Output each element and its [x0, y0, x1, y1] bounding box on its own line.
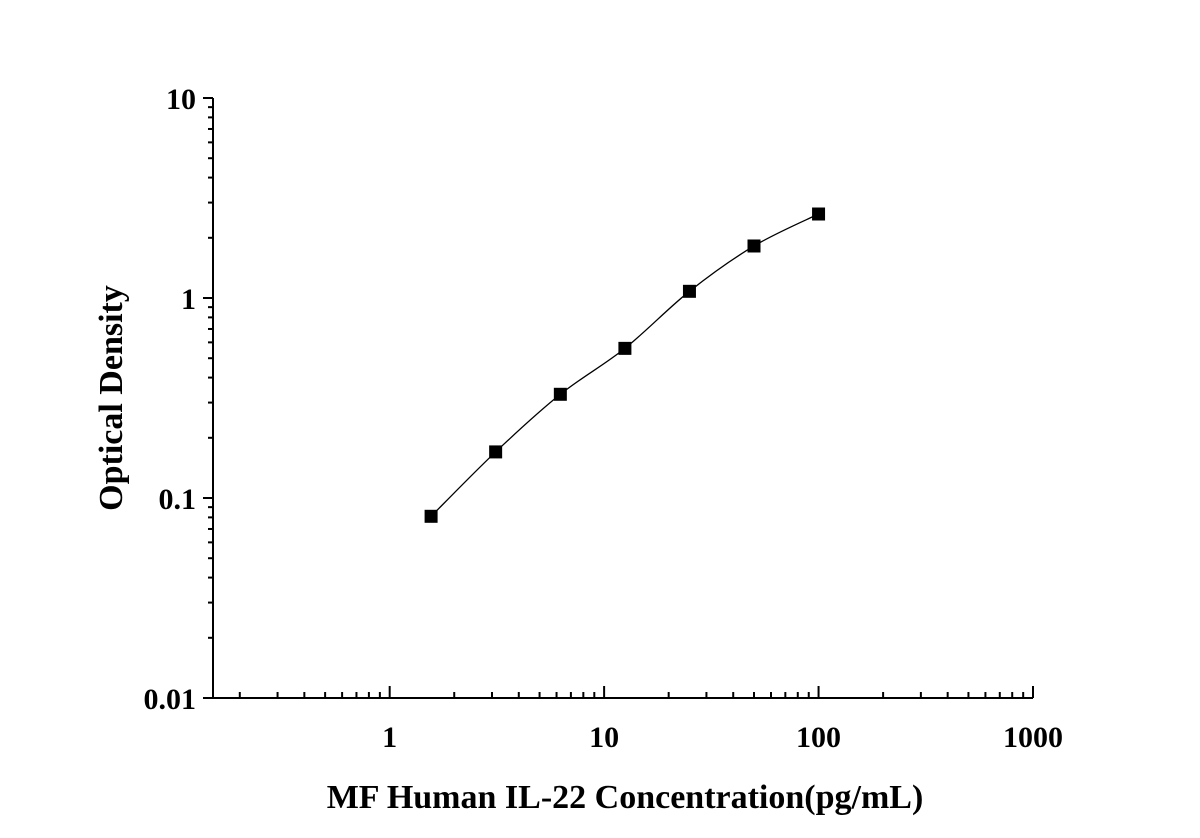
- tick-labels-layer: 1 10 100 1000 0.01 0.1 1 10: [144, 83, 1064, 754]
- data-points-layer: [424, 207, 826, 523]
- y-tick-label: 0.1: [159, 483, 197, 516]
- y-tick-label: 10: [166, 83, 196, 116]
- data-point: [812, 207, 826, 221]
- x-tick-label: 100: [796, 721, 841, 754]
- fit-curve-layer: [430, 213, 819, 517]
- fit-curve: [430, 213, 819, 517]
- data-point: [682, 284, 696, 298]
- data-point: [424, 509, 438, 523]
- data-point: [553, 387, 567, 401]
- y-axis-title: Optical Density: [93, 285, 130, 511]
- axes: [203, 97, 1034, 699]
- x-tick-label: 10: [589, 721, 619, 754]
- y-tick-label: 0.01: [144, 683, 197, 716]
- x-tick-label: 1: [382, 721, 397, 754]
- y-tick-label: 1: [181, 283, 196, 316]
- data-point: [618, 341, 632, 355]
- data-point: [747, 239, 761, 253]
- data-point: [489, 445, 503, 459]
- x-tick-label: 1000: [1003, 721, 1063, 754]
- x-axis-title: MF Human IL-22 Concentration(pg/mL): [327, 779, 924, 816]
